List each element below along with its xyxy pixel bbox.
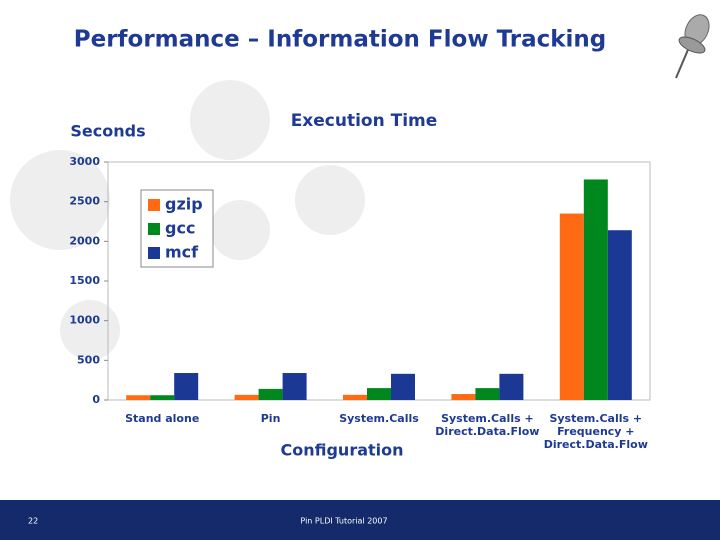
bar [499,373,524,400]
bar [583,179,608,400]
bar [126,395,151,400]
y-tick-label: 3000 [69,155,100,168]
x-tick-label: Pin [260,412,281,425]
bar [451,394,476,400]
x-tick-label: System.Calls + Direct.Data.Flow [435,412,540,438]
legend-swatch [148,199,160,211]
x-tick-label: Stand alone [125,412,200,425]
bar [367,388,391,400]
x-axis-label: Configuration [280,441,403,460]
legend-label: gcc [165,219,195,238]
bar [343,394,367,400]
y-axis-label: Seconds [70,122,145,141]
slide-title: Performance – Information Flow Tracking [74,27,607,53]
footer-band [0,500,720,540]
legend-swatch [148,223,160,235]
bar [174,373,199,400]
legend-label: gzip [165,195,203,214]
background-decoration [10,80,365,360]
bar [559,213,584,400]
y-tick-label: 1500 [69,274,100,287]
pushpin [675,14,710,79]
y-tick-label: 2000 [69,234,100,247]
y-tick-label: 500 [77,353,100,366]
bar [607,230,632,400]
chart-title: Execution Time [291,111,438,131]
legend-swatch [148,247,160,259]
x-tick-label: System.Calls + Frequency + Direct.Data.F… [543,412,648,451]
y-tick-label: 0 [92,393,100,406]
page-number: 22 [28,517,38,526]
bar [258,388,283,400]
x-tick-label: System.Calls [339,412,419,425]
bar [282,373,307,400]
legend-label: mcf [165,243,199,262]
bar [234,394,259,400]
bar [150,395,175,400]
footer-text: Pin PLDI Tutorial 2007 [300,517,387,526]
bar [475,388,500,400]
bar [391,373,415,400]
y-tick-label: 2500 [69,195,100,208]
y-tick-label: 1000 [69,314,100,327]
